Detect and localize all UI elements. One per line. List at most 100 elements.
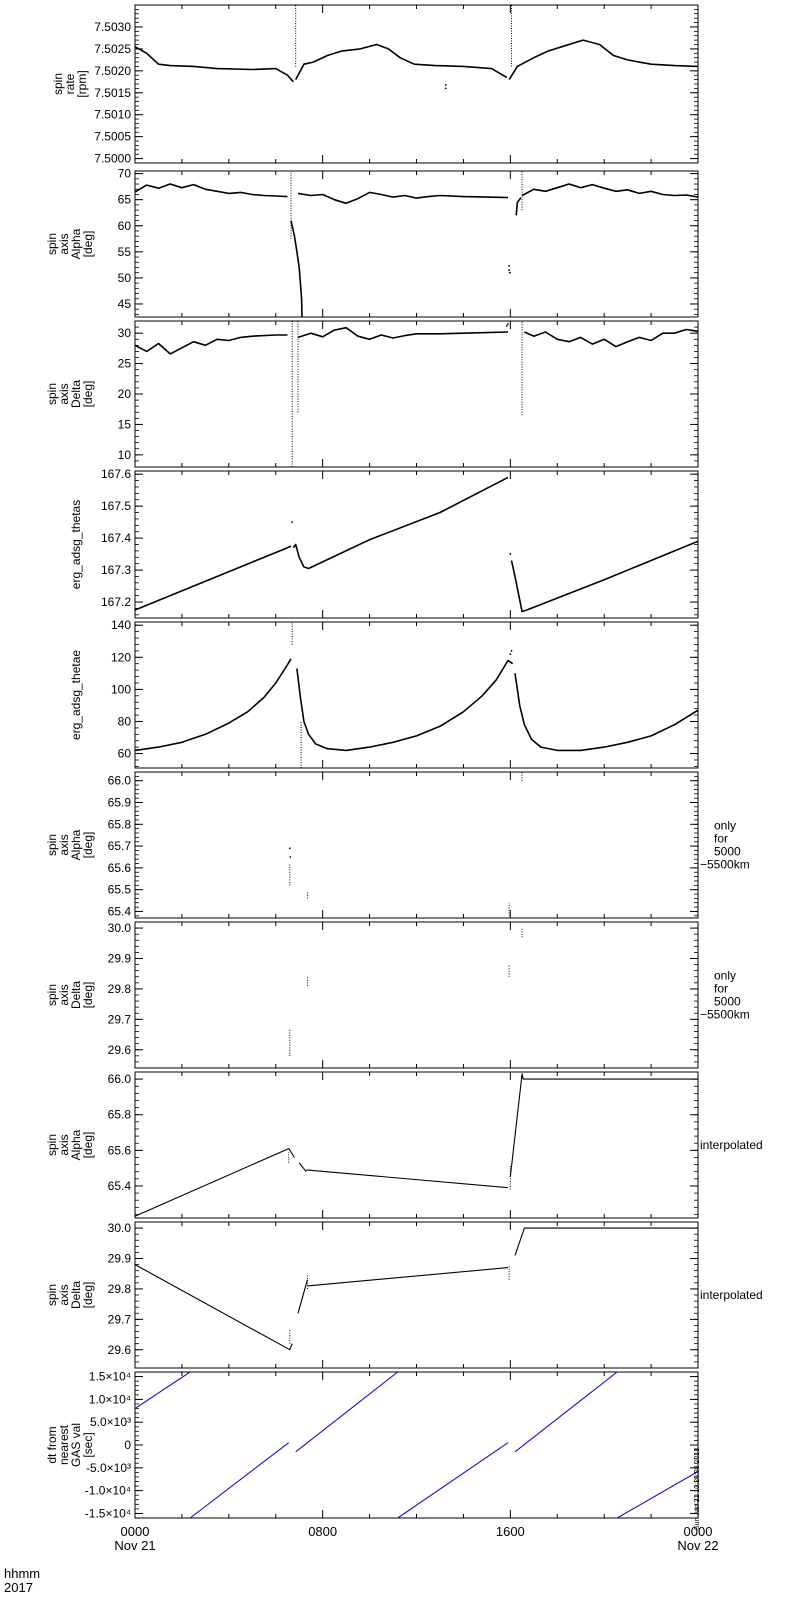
y-tick-label: 7.5020	[94, 64, 131, 78]
data-point	[289, 856, 292, 858]
y-tick-label: 45	[118, 297, 132, 311]
series-segment	[307, 1267, 509, 1287]
series-group	[135, 1073, 698, 1217]
y-tick-label: 167.4	[101, 531, 131, 545]
y-tick-label: 7.5030	[94, 20, 131, 34]
series-group	[135, 5, 698, 90]
panel-4: 167.2 167.3 167.4 167.5 167.6 erg_adsg_thetas	[69, 467, 699, 619]
x-corner-label-hhmm: hhmm	[4, 1566, 40, 1581]
series-segment	[306, 1169, 509, 1189]
series-segment	[508, 39, 698, 81]
right-annotation: −5500km	[700, 1008, 750, 1022]
series-segment	[514, 673, 698, 752]
panel-frame	[134, 1221, 699, 1369]
series-segment	[135, 1372, 191, 1409]
y-axis-label: spin	[45, 233, 59, 255]
y-axis-label: spin	[45, 1284, 59, 1306]
series-group	[135, 622, 698, 768]
y-tick-label: 1.0×10⁴	[89, 1392, 131, 1406]
y-tick-label: 65.7	[108, 839, 132, 853]
y-tick-label: 7.5015	[94, 86, 131, 100]
y-axis-label: axis	[57, 834, 71, 855]
y-tick-label: 65.6	[108, 1143, 132, 1157]
y-tick-label: 55	[118, 245, 132, 259]
y-tick-label: 29.7	[108, 1312, 132, 1326]
data-point	[444, 87, 447, 90]
y-tick-label: 65	[118, 193, 132, 207]
series-segment	[509, 1073, 698, 1178]
series-segment	[135, 1264, 293, 1351]
series-segment	[135, 545, 292, 611]
x-tick-label: 1600	[496, 1524, 525, 1539]
y-tick-label: 10	[118, 448, 132, 462]
y-tick-label: 167.5	[101, 499, 131, 513]
y-tick-label: 30.0	[108, 921, 132, 935]
y-tick-label: 60	[118, 219, 132, 233]
panel-frame	[134, 1071, 699, 1219]
panel-frame	[134, 621, 699, 769]
y-tick-label: 65.4	[108, 1179, 132, 1193]
panel-frame	[134, 4, 699, 164]
y-tick-label: 65.6	[108, 861, 132, 875]
y-tick-label: -5.0×10³	[86, 1461, 131, 1475]
y-tick-label: 65.5	[108, 883, 132, 897]
y-axis-label: spin	[45, 984, 59, 1006]
series-segment	[515, 197, 522, 216]
y-tick-label: 29.6	[108, 1343, 132, 1357]
y-tick-label: -1.5×10⁴	[85, 1506, 131, 1520]
series-segment	[290, 220, 303, 317]
y-tick-label: 65.8	[108, 1108, 132, 1122]
y-tick-label: 100	[111, 682, 131, 696]
right-annotation: for	[714, 982, 728, 996]
series-segment	[298, 1162, 307, 1173]
y-tick-label: 0	[124, 1438, 131, 1452]
y-axis-label: nearest	[57, 1424, 71, 1465]
y-tick-label: 120	[111, 650, 131, 664]
series-segment	[616, 1471, 698, 1518]
y-axis-label: spin	[51, 73, 65, 95]
y-axis-label: axis	[57, 383, 71, 404]
series-group	[288, 772, 523, 916]
data-point	[507, 323, 509, 325]
y-tick-label: 167.6	[101, 467, 131, 481]
y-tick-label: 65.9	[108, 796, 132, 810]
y-tick-label: 29.7	[108, 1012, 132, 1026]
data-point	[510, 649, 513, 652]
y-tick-label: 29.9	[108, 952, 132, 966]
y-axis-label: [sec]	[81, 1432, 95, 1457]
series-segment	[514, 1372, 618, 1453]
y-axis-label: [deg]	[81, 832, 95, 859]
y-tick-label: 30.0	[108, 1221, 132, 1235]
series-group	[135, 321, 698, 467]
y-tick-label: 1.5×10⁴	[89, 1370, 131, 1384]
series-segment	[521, 183, 698, 198]
y-tick-label: 70	[118, 167, 132, 181]
y-axis-label: Alpha	[69, 228, 83, 259]
series-group	[135, 1372, 698, 1518]
series-segment	[308, 476, 509, 570]
data-point	[508, 269, 511, 271]
series-segment	[135, 183, 288, 198]
series-segment	[397, 1442, 509, 1518]
y-tick-label: 29.9	[108, 1252, 132, 1266]
creation-timestamp: Sun Jan 21 10:26:38 2018	[694, 1448, 701, 1530]
y-axis-label: erg_adsg_thetae	[69, 650, 83, 740]
data-point	[291, 521, 294, 524]
data-point	[509, 653, 512, 655]
y-axis-label: [deg]	[81, 1282, 95, 1309]
y-tick-label: 60	[118, 747, 132, 761]
panel-frame	[134, 921, 699, 1069]
data-point	[444, 83, 447, 86]
series-segment	[514, 1227, 698, 1256]
series-segment	[297, 191, 509, 205]
series-segment	[297, 1279, 308, 1314]
y-tick-label: 66.0	[108, 1072, 132, 1086]
y-axis-label: axis	[57, 1134, 71, 1155]
right-annotation: interpolated	[700, 1138, 763, 1152]
right-annotation: −5500km	[700, 858, 750, 872]
data-point	[288, 847, 291, 850]
panel-1: 7.5000 7.5005 7.5010 7.5015 7.5020 7.5025 7.50…	[51, 4, 699, 166]
panel-frame	[134, 170, 699, 318]
